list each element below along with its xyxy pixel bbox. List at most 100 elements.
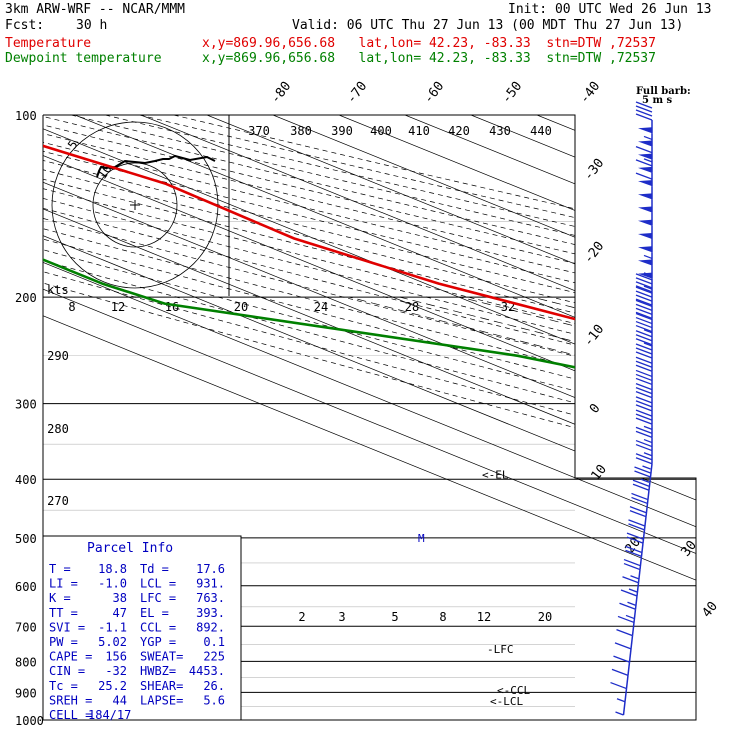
wind-barb <box>613 655 630 663</box>
barb-full <box>622 576 639 584</box>
init-time: Init: 00 UTC Wed 26 Jun 13 <box>508 2 712 17</box>
barb-full <box>616 629 633 637</box>
barb-half <box>642 465 651 470</box>
barb-full <box>623 562 641 571</box>
barb-full <box>635 330 653 338</box>
wind-barb <box>635 356 653 372</box>
barb-full <box>635 409 653 417</box>
parcel-row-label: CCL = <box>140 620 176 634</box>
isotherm-line <box>43 115 696 720</box>
barb-half <box>625 614 635 620</box>
parcel-row-label: K = <box>49 591 71 605</box>
pressure-tick-label: 100 <box>15 109 37 123</box>
m-marker: M <box>418 532 425 545</box>
barb-full <box>613 655 630 663</box>
barb-full <box>635 426 653 434</box>
isotherm-label: -60 <box>421 79 447 107</box>
parcel-row-label: YGP = <box>140 635 176 649</box>
parcel-row-value: -32 <box>105 664 127 678</box>
theta-label: 430 <box>489 124 511 138</box>
isotherm-line <box>140 115 696 720</box>
parcel-row-value: 25.2 <box>98 679 127 693</box>
wind-barb <box>615 711 624 716</box>
barb-full <box>635 298 653 306</box>
isotherm-line <box>338 115 696 720</box>
barb-full <box>635 105 653 113</box>
parcel-row-label: CAPE = <box>49 650 92 664</box>
barb-full <box>623 558 641 567</box>
level-label-ccl: <-CCL <box>497 684 530 697</box>
wind-barb <box>635 158 653 173</box>
barb-full <box>635 430 653 438</box>
wind-barb <box>632 478 650 491</box>
barb-full <box>635 347 653 355</box>
wind-barb <box>617 614 635 624</box>
barb-full <box>635 281 653 289</box>
wind-barb <box>638 233 652 239</box>
parcel-row-label: EL = <box>140 606 169 620</box>
isotherm-line <box>602 115 696 720</box>
parcel-row-value: 5.02 <box>98 635 127 649</box>
barb-flag <box>638 206 652 213</box>
parcel-row-label: LFC = <box>140 591 176 605</box>
wind-barb <box>635 146 653 160</box>
barb-staff <box>630 635 634 649</box>
barb-staff <box>645 503 649 517</box>
barb-staff <box>637 569 641 583</box>
wind-barb <box>635 285 653 306</box>
wind-barb <box>616 698 626 703</box>
parcel-row-value: 18.8 <box>98 562 127 576</box>
parcel-row-label: CELL = <box>49 708 92 722</box>
isotherm-label: -10 <box>581 322 607 350</box>
barb-full <box>635 316 653 325</box>
theta-label: 370 <box>248 124 270 138</box>
isotherm-label: -50 <box>499 79 525 107</box>
theta-label: 410 <box>408 124 430 138</box>
wind-barb <box>635 369 653 386</box>
parcel-row-label: LAPSE= <box>140 693 183 707</box>
barb-full <box>619 602 636 610</box>
barb-half <box>643 272 653 277</box>
barb-full <box>635 453 653 461</box>
barb-full <box>610 681 627 690</box>
legend-dewpoint-name: Dewpoint temperature <box>5 51 162 66</box>
wind-barb <box>611 668 629 676</box>
barb-flag <box>638 259 652 266</box>
hodograph-trace <box>96 154 216 178</box>
barb-staff <box>627 662 631 676</box>
pressure-tick-label: 500 <box>15 532 37 546</box>
isotherm-label: -30 <box>581 156 607 184</box>
barb-full <box>635 290 653 298</box>
parcel-row-value: 44 <box>113 693 127 707</box>
hodograph-speed-label: 8 <box>68 300 75 314</box>
barb-full <box>635 360 653 368</box>
isotherm-label: 30 <box>679 538 700 560</box>
barb-full <box>626 532 644 540</box>
dry-adiabat <box>43 115 696 720</box>
theta-label: 280 <box>47 422 69 436</box>
barb-staff <box>643 516 647 530</box>
hodograph-speed-label: 24 <box>314 300 328 314</box>
wind-barb <box>628 519 645 531</box>
isotherm-label: 10 <box>589 462 610 484</box>
parcel-row-label: HWBZ= <box>140 664 176 678</box>
barb-half <box>643 342 653 347</box>
barb-flag <box>638 193 652 200</box>
barb-flag <box>638 140 652 147</box>
theta-label: 380 <box>290 124 312 138</box>
dry-adiabat <box>43 115 696 720</box>
barb-full <box>620 589 638 597</box>
wind-barb <box>638 193 652 200</box>
barb-full <box>635 373 653 382</box>
barb-staff <box>624 688 628 702</box>
wind-barb <box>610 681 627 690</box>
isotherm-line <box>206 115 696 720</box>
theta-label: 290 <box>47 349 69 363</box>
barb-full <box>629 510 647 518</box>
barb-full <box>635 383 653 391</box>
mixing-ratio-label: 12 <box>477 610 491 624</box>
isotherm-label: 0 <box>587 401 604 416</box>
valid-time: Valid: 06 UTC Thu 27 Jun 13 (00 MDT Thu … <box>292 18 684 33</box>
barb-full <box>635 159 653 167</box>
